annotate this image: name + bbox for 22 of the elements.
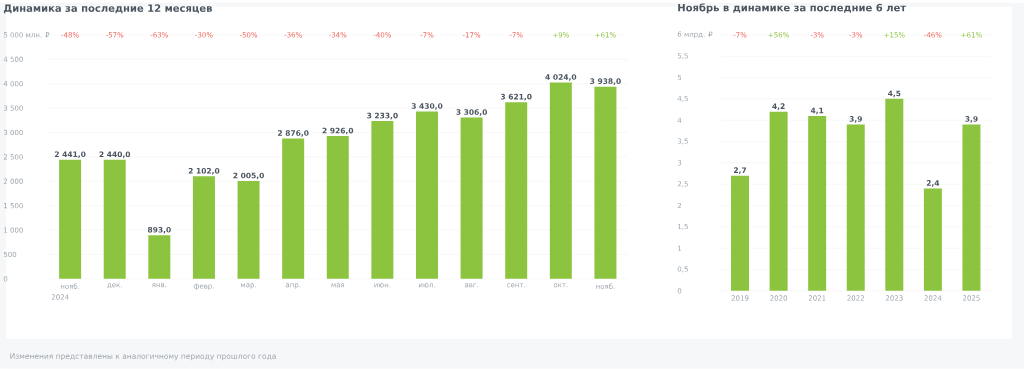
bar [549,82,572,279]
bar [192,176,215,279]
bar [808,116,827,291]
bar [282,138,305,279]
bar [962,124,981,291]
bar [731,175,750,291]
bar [415,111,438,279]
chart-title: Динамика за последние 12 месяцев [3,4,212,14]
bar [326,136,349,279]
bar [103,159,126,279]
bar [923,188,942,291]
bar [59,159,82,279]
bar [769,111,788,291]
bar [148,235,171,279]
bar [594,86,617,279]
chart-title: Ноябрь в динамике за последние 6 лет [678,3,907,14]
bar [237,181,260,279]
bar [460,117,483,279]
bar [371,121,394,279]
bar [505,102,528,279]
bar [885,98,904,291]
bar [846,124,865,291]
